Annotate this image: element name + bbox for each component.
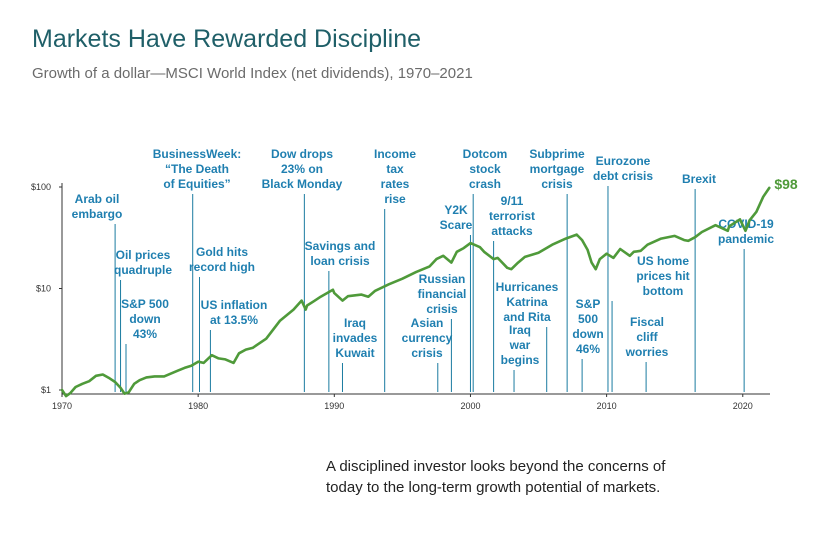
y-tick-label: $10 [36, 284, 51, 294]
event-label: Eurozone debt crisis [593, 154, 653, 183]
event-label: 9/11 terrorist attacks [489, 194, 535, 238]
event-label: Asian currency crisis [402, 316, 453, 360]
end-value-label: $98 [774, 176, 798, 192]
x-tick-label: 1980 [188, 401, 208, 411]
event-label: Hurricanes Katrina and Rita [496, 280, 559, 324]
x-tick-label: 2010 [597, 401, 617, 411]
event-label: Iraq war begins [501, 323, 540, 367]
chart-caption: A disciplined investor looks beyond the … [326, 458, 666, 496]
event-label: Income tax rates rise [374, 147, 416, 206]
event-label: Savings and loan crisis [305, 239, 376, 268]
event-label: Subprime mortgage crisis [529, 147, 585, 191]
event-label: Fiscal cliff worries [625, 315, 669, 359]
chart-title: Markets Have Rewarded Discipline [32, 25, 422, 53]
y-tick-label: $1 [41, 385, 51, 395]
event-label: US inflation at 13.5% [201, 298, 268, 327]
chart-axes: $1 $10 $100 1970 1980 1990 2000 2010 2020 [31, 182, 770, 411]
event-label: Iraq invades Kuwait [333, 316, 378, 360]
event-label: US home prices hit bottom [636, 254, 689, 298]
event-label: S&P 500 down 43% [121, 297, 169, 341]
x-tick-label: 2020 [733, 401, 753, 411]
event-label: Y2K Scare [440, 203, 473, 232]
growth-line [60, 186, 771, 398]
event-label: S&P 500 down 46% [572, 297, 603, 356]
y-tick-label: $100 [31, 182, 51, 192]
event-label: Dow drops 23% on Black Monday [262, 147, 343, 191]
growth-chart: $1 $10 $100 1970 1980 1990 2000 2010 2020 Arab o… [31, 147, 798, 411]
event-label: BusinessWeek: “The Death of Equities” [153, 147, 241, 191]
event-label: Oil prices quadruple [114, 248, 172, 277]
series-layer: $98 [60, 176, 798, 398]
event-label: Brexit [682, 172, 716, 186]
x-tick-label: 1970 [52, 401, 72, 411]
event-label: Dotcom stock crash [463, 147, 508, 191]
event-label: Arab oil embargo [72, 192, 123, 221]
x-tick-label: 1990 [324, 401, 344, 411]
event-label: Gold hits record high [189, 245, 255, 274]
event-annotations: Arab oil embargo Oil prices quadruple S&P 50… [72, 147, 774, 392]
chart-subtitle: Growth of a dollar—MSCI World Index (net… [32, 65, 473, 82]
event-label: COVID-19 pandemic [718, 217, 774, 246]
x-tick-label: 2000 [460, 401, 480, 411]
event-label: Russian financial crisis [418, 272, 467, 316]
